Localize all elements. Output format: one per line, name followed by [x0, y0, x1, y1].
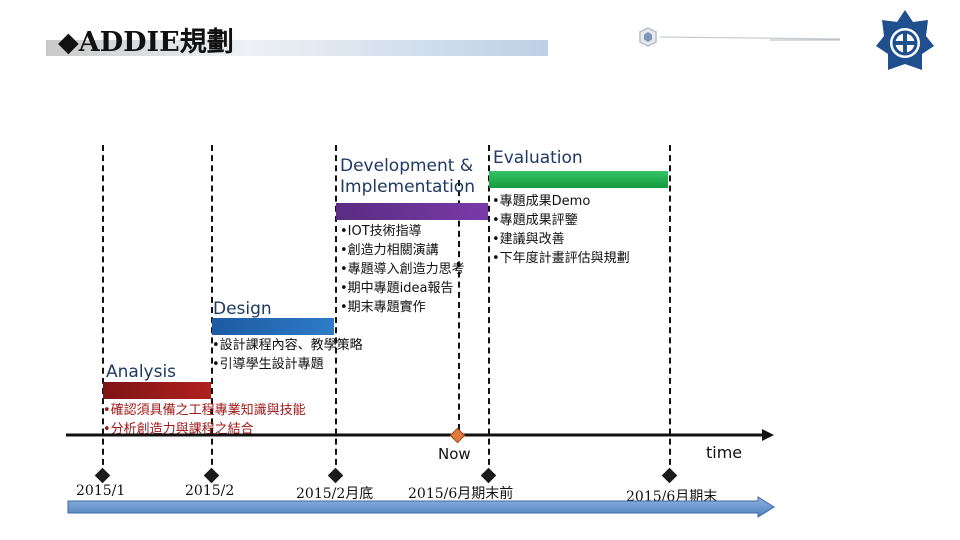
phase-label-analysis: Analysis — [106, 362, 177, 382]
list-item: •專題導入創造力思考 — [340, 262, 465, 277]
phase-bar-design — [212, 318, 334, 335]
dashed-guide-now — [458, 180, 460, 430]
list-item: •設計課程內容、教學策略 — [212, 338, 363, 353]
design-bullet-list: •設計課程內容、教學策略 •引導學生設計專題 — [212, 336, 363, 374]
phase-label-development: Development & Implementation — [340, 156, 475, 197]
page-title: ◆ADDIE規劃 — [58, 27, 234, 58]
list-item: •IOT技術指導 — [340, 224, 422, 239]
list-item: •分析創造力與課程之結合 — [103, 422, 254, 437]
dashed-guide-2015-2 — [211, 145, 213, 475]
date-label-2015-6-before: 2015/6月期末前 — [408, 486, 514, 502]
dashed-guide-2015-1 — [102, 145, 104, 475]
date-marker-2015-6-before — [480, 467, 497, 484]
phase-bar-evaluation — [489, 171, 668, 188]
phase-bar-analysis — [103, 382, 211, 399]
analysis-bullet-list: •確認須具備之工程專業知識與技能 •分析創造力與課程之結合 — [103, 401, 306, 439]
list-item: •期中專題idea報告 — [340, 281, 454, 296]
date-marker-2015-2-end — [327, 467, 344, 484]
title-underline-bar — [46, 40, 548, 56]
decorative-divider — [639, 27, 841, 47]
date-label-2015-2-end: 2015/2月底 — [296, 486, 374, 502]
bottom-progress-arrow — [67, 496, 775, 518]
development-bullet-list: •IOT技術指導 •創造力相關演講 •專題導入創造力思考 •期中專題idea報告… — [340, 222, 465, 317]
dashed-guide-2015-2-end — [335, 145, 337, 475]
list-item: •下年度計畫評估與規劃 — [492, 251, 630, 266]
list-item: •期末專題實作 — [340, 300, 426, 315]
phase-label-design: Design — [213, 299, 272, 319]
evaluation-bullet-list: •專題成果Demo •專題成果評鑒 •建議與改善 •下年度計畫評估與規劃 — [492, 192, 630, 268]
date-marker-2015-1 — [94, 467, 111, 484]
phase-bar-development — [336, 203, 488, 220]
list-item: •專題成果Demo — [492, 194, 591, 209]
date-marker-2015-6-end — [661, 467, 678, 484]
dashed-guide-2015-6-before — [488, 145, 490, 475]
list-item: •確認須具備之工程專業知識與技能 — [103, 403, 306, 418]
date-label-2015-1: 2015/1 — [76, 483, 126, 499]
date-label-2015-2: 2015/2 — [185, 483, 235, 499]
date-marker-2015-2 — [203, 467, 220, 484]
time-axis-arrow — [66, 429, 774, 441]
list-item: •建議與改善 — [492, 232, 565, 247]
time-axis-label: time — [706, 443, 743, 462]
list-item: •專題成果評鑒 — [492, 213, 578, 228]
phase-label-evaluation: Evaluation — [493, 148, 583, 168]
university-emblem-logo — [876, 10, 934, 70]
dashed-guide-2015-6-end — [669, 145, 671, 475]
list-item: •創造力相關演講 — [340, 243, 439, 258]
list-item: •引導學生設計專題 — [212, 357, 324, 372]
now-label: Now — [438, 445, 471, 463]
